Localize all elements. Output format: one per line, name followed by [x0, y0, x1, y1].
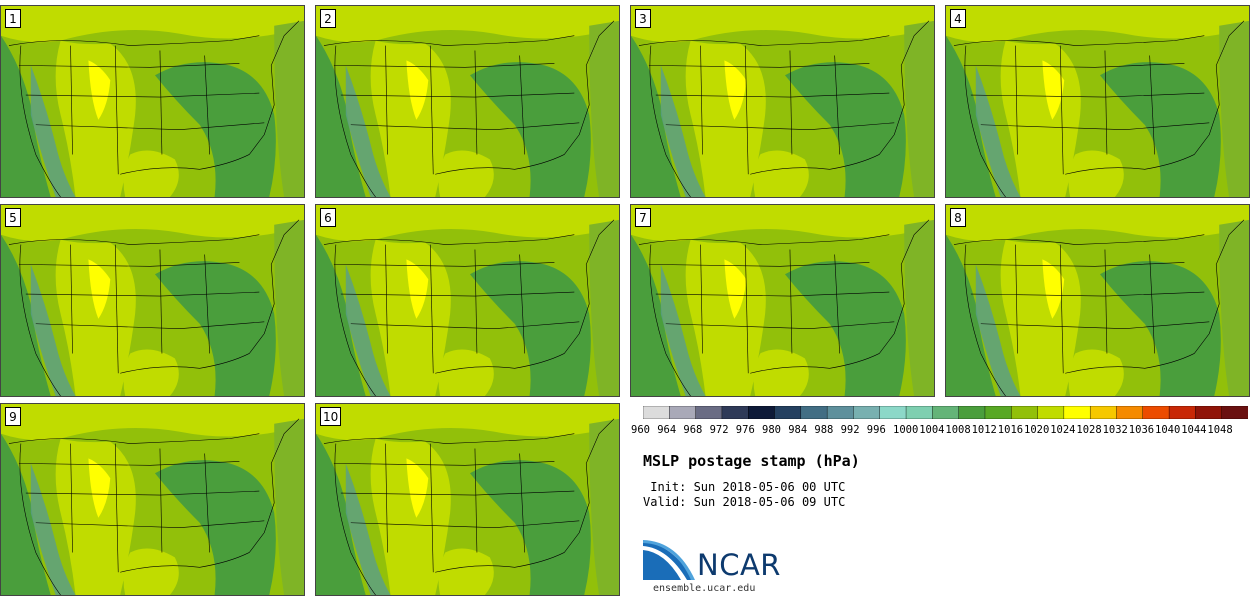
map-panel: 5: [0, 204, 305, 397]
colorbar-swatch: [984, 406, 1012, 419]
mslp-field: [1, 205, 304, 396]
colorbar-swatch: [643, 406, 671, 419]
colorbar-tick: 1028: [1076, 424, 1102, 436]
colorbar-tick: 964: [657, 424, 677, 436]
colorbar-swatch: [1221, 406, 1248, 419]
map-panel: 10: [315, 403, 620, 596]
map-panel: 2: [315, 5, 620, 198]
map-panel: 1: [0, 5, 305, 198]
colorbar-tick: 968: [683, 424, 703, 436]
panel-number: 3: [635, 9, 651, 28]
colorbar-tick: 1016: [997, 424, 1024, 436]
mslp-field: [631, 205, 934, 396]
colorbar-swatch: [695, 406, 723, 419]
colorbar-tick: 988: [814, 424, 834, 436]
colorbar-tick: 1036: [1128, 424, 1155, 436]
colorbar-swatch: [1168, 406, 1197, 419]
site-url: ensemble.ucar.edu: [653, 583, 756, 594]
panel-number: 1: [5, 9, 21, 28]
mslp-field: [1, 404, 304, 595]
colorbar-swatch: [748, 406, 776, 419]
colorbar-tick: 1048: [1207, 424, 1233, 436]
colorbar-tick: 1020: [1024, 424, 1050, 436]
chart-title: MSLP postage stamp (hPa): [643, 452, 860, 470]
mslp-field: [1, 6, 304, 197]
colorbar-swatch: [1037, 406, 1065, 419]
colorbar-tick: 960: [631, 424, 650, 436]
map-panel: 9: [0, 403, 305, 596]
colorbar-tick: 972: [709, 424, 729, 436]
colorbar-tick: 1000: [893, 424, 919, 436]
colorbar-swatch: [853, 406, 881, 419]
colorbar-tick: 980: [762, 424, 781, 436]
colorbar-tick: 1008: [945, 424, 971, 436]
panel-number: 8: [950, 208, 966, 227]
colorbar-tick: 976: [735, 424, 755, 436]
panel-number: 4: [950, 9, 966, 28]
mslp-field: [316, 6, 619, 197]
colorbar-tick: 1044: [1181, 424, 1207, 436]
colorbar-swatch: [1063, 406, 1091, 419]
colorbar-swatch: [721, 406, 749, 419]
logo-text: NCAR: [697, 548, 781, 582]
colorbar-tick: 984: [788, 424, 808, 436]
colorbar-swatch: [905, 406, 934, 419]
colorbar-swatch: [1142, 406, 1170, 419]
colorbar-swatch: [958, 406, 986, 419]
colorbar-swatch: [800, 406, 828, 419]
map-panel: 6: [315, 204, 620, 397]
colorbar-swatch: [826, 406, 855, 419]
map-panel: 3: [630, 5, 935, 198]
colorbar-swatch: [774, 406, 802, 419]
mslp-field: [946, 6, 1249, 197]
panel-number: 10: [320, 407, 342, 426]
mslp-field: [946, 205, 1249, 396]
panel-number: 6: [320, 208, 336, 227]
panel-number: 7: [635, 208, 651, 227]
colorbar-swatch: [1011, 406, 1039, 419]
map-panel: 8: [945, 204, 1250, 397]
valid-time: Valid: Sun 2018-05-06 09 UTC: [643, 495, 846, 509]
colorbar-tick: 996: [866, 424, 886, 436]
colorbar-tick: 992: [840, 424, 860, 436]
colorbar-tick: 1012: [971, 424, 997, 436]
colorbar-swatch: [1089, 406, 1118, 419]
map-panel: 4: [945, 5, 1250, 198]
mslp-field: [631, 6, 934, 197]
colorbar-tick-labels: 960 964 968 972 976 980 984 988 992 996 1000 1004 10…: [631, 424, 1260, 438]
panel-number: 5: [5, 208, 21, 227]
colorbar-tick: 1024: [1050, 424, 1076, 436]
panel-number: 9: [5, 407, 21, 426]
mslp-field: [316, 205, 619, 396]
colorbar-swatch: [879, 406, 907, 419]
pressure-colorbar: [643, 406, 1248, 419]
init-time: Init: Sun 2018-05-06 00 UTC: [643, 480, 846, 494]
colorbar-swatch: [1195, 406, 1223, 419]
colorbar-swatch: [1116, 406, 1144, 419]
colorbar-swatch: [669, 406, 697, 419]
map-panel: 7: [630, 204, 935, 397]
colorbar-swatch: [932, 406, 960, 419]
panel-number: 2: [320, 9, 336, 28]
colorbar-tick: 1004: [919, 424, 945, 436]
colorbar-tick: 1040: [1155, 424, 1181, 436]
ncar-logo-icon: [643, 540, 695, 580]
mslp-field: [316, 404, 619, 595]
colorbar-tick: 1032: [1102, 424, 1128, 436]
